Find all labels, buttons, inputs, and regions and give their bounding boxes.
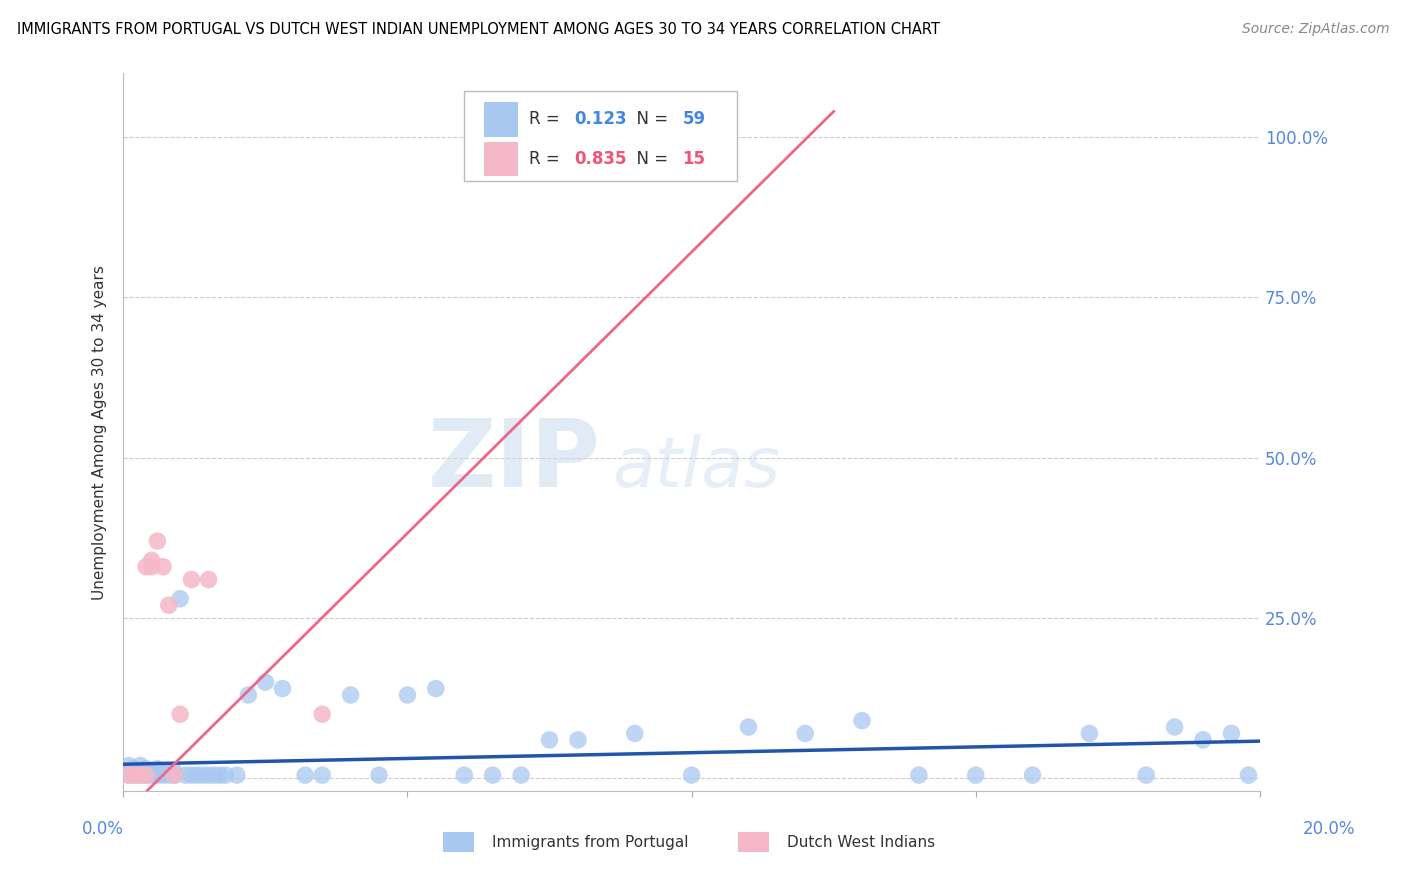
- Point: [1192, 732, 1215, 747]
- Point: [129, 758, 152, 772]
- Point: [510, 768, 533, 782]
- Text: 0.0%: 0.0%: [82, 820, 124, 838]
- Point: [339, 688, 361, 702]
- FancyBboxPatch shape: [464, 91, 737, 181]
- Point: [1163, 720, 1185, 734]
- Point: [129, 768, 152, 782]
- Text: N =: N =: [626, 150, 673, 168]
- Point: [197, 768, 219, 782]
- Point: [567, 732, 589, 747]
- Point: [146, 768, 169, 782]
- Point: [118, 764, 141, 779]
- Text: ZIP: ZIP: [427, 415, 600, 507]
- Text: 20.0%: 20.0%: [1302, 820, 1355, 838]
- Point: [124, 768, 146, 782]
- Point: [180, 768, 202, 782]
- Point: [169, 591, 191, 606]
- Point: [124, 764, 146, 779]
- Point: [152, 559, 174, 574]
- Point: [481, 768, 503, 782]
- Point: [174, 768, 197, 782]
- Point: [163, 764, 186, 779]
- Text: 59: 59: [682, 111, 706, 128]
- Point: [135, 768, 157, 782]
- Point: [152, 764, 174, 779]
- Point: [623, 726, 645, 740]
- Point: [118, 768, 141, 782]
- Point: [157, 764, 180, 779]
- Point: [311, 768, 333, 782]
- Point: [238, 688, 260, 702]
- Point: [254, 675, 277, 690]
- Point: [681, 768, 703, 782]
- Point: [271, 681, 294, 696]
- Point: [202, 768, 225, 782]
- Point: [146, 762, 169, 776]
- Point: [294, 768, 316, 782]
- Point: [191, 768, 214, 782]
- Point: [129, 764, 152, 779]
- Point: [1021, 768, 1043, 782]
- Point: [157, 598, 180, 612]
- Point: [368, 768, 391, 782]
- Point: [135, 559, 157, 574]
- Point: [538, 732, 561, 747]
- Text: 0.123: 0.123: [575, 111, 627, 128]
- Point: [141, 553, 163, 567]
- Point: [180, 573, 202, 587]
- Point: [1135, 768, 1157, 782]
- Point: [1220, 726, 1243, 740]
- Point: [135, 762, 157, 776]
- Point: [157, 768, 180, 782]
- Text: Dutch West Indians: Dutch West Indians: [787, 836, 935, 850]
- Point: [425, 681, 447, 696]
- Text: R =: R =: [529, 111, 565, 128]
- Point: [152, 768, 174, 782]
- Point: [197, 573, 219, 587]
- Point: [124, 768, 146, 782]
- Point: [908, 768, 931, 782]
- Point: [163, 768, 186, 782]
- Point: [453, 768, 475, 782]
- Point: [118, 768, 141, 782]
- Text: Immigrants from Portugal: Immigrants from Portugal: [492, 836, 689, 850]
- FancyBboxPatch shape: [484, 102, 517, 136]
- Text: IMMIGRANTS FROM PORTUGAL VS DUTCH WEST INDIAN UNEMPLOYMENT AMONG AGES 30 TO 34 Y: IMMIGRANTS FROM PORTUGAL VS DUTCH WEST I…: [17, 22, 939, 37]
- Point: [163, 768, 186, 782]
- Text: R =: R =: [529, 150, 565, 168]
- Point: [129, 768, 152, 782]
- Point: [124, 762, 146, 776]
- Point: [186, 768, 208, 782]
- Text: N =: N =: [626, 111, 673, 128]
- Y-axis label: Unemployment Among Ages 30 to 34 years: Unemployment Among Ages 30 to 34 years: [93, 265, 107, 599]
- Point: [141, 764, 163, 779]
- Point: [169, 707, 191, 722]
- Point: [311, 707, 333, 722]
- FancyBboxPatch shape: [484, 142, 517, 177]
- Point: [737, 720, 759, 734]
- Point: [214, 768, 236, 782]
- Point: [965, 768, 987, 782]
- Point: [1078, 726, 1101, 740]
- Text: atlas: atlas: [612, 434, 780, 501]
- Point: [118, 758, 141, 772]
- Point: [135, 768, 157, 782]
- Point: [396, 688, 419, 702]
- Text: 0.835: 0.835: [575, 150, 627, 168]
- Point: [146, 534, 169, 549]
- Text: Source: ZipAtlas.com: Source: ZipAtlas.com: [1241, 22, 1389, 37]
- Point: [851, 714, 873, 728]
- Point: [141, 768, 163, 782]
- Text: 15: 15: [682, 150, 706, 168]
- Point: [208, 768, 231, 782]
- Point: [794, 726, 817, 740]
- Point: [141, 559, 163, 574]
- Point: [1237, 768, 1260, 782]
- Point: [226, 768, 249, 782]
